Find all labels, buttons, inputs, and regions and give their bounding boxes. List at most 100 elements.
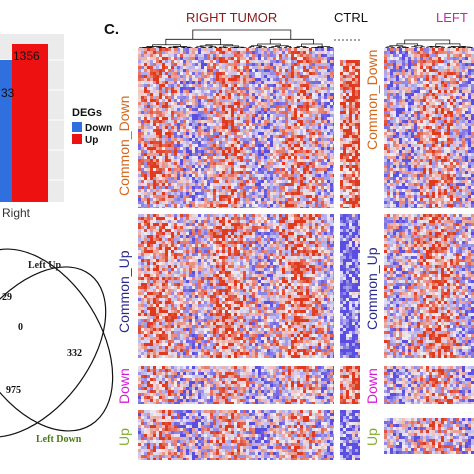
heatmap-cell: [243, 141, 246, 144]
heatmap-cell: [195, 111, 198, 114]
heatmap-cell: [255, 186, 258, 189]
heatmap-cell: [192, 183, 195, 186]
heatmap-cell: [195, 138, 198, 141]
heatmap-cell: [240, 102, 243, 105]
heatmap-cell: [225, 60, 228, 63]
heatmap-cell: [312, 108, 315, 111]
heatmap-cell: [450, 93, 453, 96]
heatmap-cell: [255, 117, 258, 120]
heatmap-cell: [192, 192, 195, 195]
heatmap-cell: [267, 204, 270, 207]
heatmap-cell: [144, 198, 147, 201]
heatmap-cell: [180, 153, 183, 156]
heatmap-cell: [141, 150, 144, 153]
heatmap-cell: [198, 198, 201, 201]
heatmap-cell: [264, 69, 267, 72]
heatmap-cell: [237, 51, 240, 54]
heatmap-cell: [327, 156, 330, 159]
heatmap-cell: [258, 156, 261, 159]
heatmap-cell: [462, 129, 465, 132]
heatmap-cell: [255, 159, 258, 162]
heatmap-cell: [141, 57, 144, 60]
heatmap-cell: [216, 60, 219, 63]
heatmap-cell: [204, 171, 207, 174]
heatmap-cell: [204, 162, 207, 165]
heatmap-cell: [399, 60, 402, 63]
heatmap-cell: [441, 123, 444, 126]
heatmap-cell: [171, 177, 174, 180]
heatmap-cell: [234, 99, 237, 102]
heatmap-cell: [252, 174, 255, 177]
dendrogram-branch: [301, 43, 323, 47]
heatmap-cell: [324, 159, 327, 162]
heatmap-cell: [288, 195, 291, 198]
heatmap-cell: [147, 165, 150, 168]
heatmap-cell: [327, 162, 330, 165]
heatmap-cell: [138, 54, 141, 57]
heatmap-cell: [216, 66, 219, 69]
heatmap-cell: [384, 87, 387, 90]
heatmap-cell: [426, 135, 429, 138]
heatmap-cell: [165, 120, 168, 123]
heatmap-cell: [252, 147, 255, 150]
heatmap-cell: [261, 126, 264, 129]
heatmap-cell: [358, 201, 360, 204]
heatmap-cell: [444, 138, 447, 141]
dendrogram-branch: [269, 38, 314, 44]
heatmap-cell: [297, 201, 300, 204]
heatmap-cell: [156, 114, 159, 117]
heatmap-cell: [210, 72, 213, 75]
heatmap-cell: [180, 135, 183, 138]
heatmap-cell: [210, 144, 213, 147]
heatmap-cell: [444, 93, 447, 96]
heatmap-cell: [288, 207, 291, 208]
heatmap-cell: [318, 66, 321, 69]
heatmap-cell: [204, 138, 207, 141]
heatmap-cell: [264, 132, 267, 135]
heatmap-cell: [237, 189, 240, 192]
heatmap-cell: [228, 147, 231, 150]
heatmap-cell: [153, 54, 156, 57]
heatmap-cell: [465, 111, 468, 114]
heatmap-cell: [138, 69, 141, 72]
heatmap-cell: [228, 66, 231, 69]
heatmap-cell: [138, 84, 141, 87]
heatmap-cell: [352, 81, 355, 84]
heatmap-cell: [411, 126, 414, 129]
heatmap-cell: [243, 126, 246, 129]
heatmap-cell: [183, 150, 186, 153]
heatmap-cell: [312, 174, 315, 177]
heatmap-cell: [426, 57, 429, 60]
heatmap-cell: [198, 78, 201, 81]
heatmap-cell: [300, 177, 303, 180]
heatmap-cell: [189, 165, 192, 168]
heatmap-cell: [309, 183, 312, 186]
heatmap-cell: [261, 48, 264, 51]
heatmap-cell: [240, 96, 243, 99]
heatmap-cell: [237, 57, 240, 60]
heatmap-cell: [153, 132, 156, 135]
heatmap-cell: [192, 105, 195, 108]
heatmap-cell: [249, 174, 252, 177]
heatmap-cell: [147, 141, 150, 144]
heatmap-cell: [264, 84, 267, 87]
heatmap-cell: [358, 177, 360, 180]
heatmap-cell: [414, 96, 417, 99]
heatmap-cell: [408, 87, 411, 90]
heatmap-cell: [352, 180, 355, 183]
heatmap-cell: [312, 111, 315, 114]
heatmap-cell: [408, 48, 411, 51]
heatmap-cell: [327, 123, 330, 126]
heatmap-cell: [456, 87, 459, 90]
heatmap-cell: [171, 51, 174, 54]
heatmap-cell: [207, 60, 210, 63]
heatmap-cell: [441, 105, 444, 108]
heatmap-cell: [264, 114, 267, 117]
heatmap-cell: [183, 141, 186, 144]
heatmap-cell: [162, 75, 165, 78]
heatmap-cell: [156, 84, 159, 87]
heatmap-cell: [312, 60, 315, 63]
heatmap-cell: [402, 99, 405, 102]
heatmap-cell: [264, 126, 267, 129]
heatmap-cell: [282, 180, 285, 183]
